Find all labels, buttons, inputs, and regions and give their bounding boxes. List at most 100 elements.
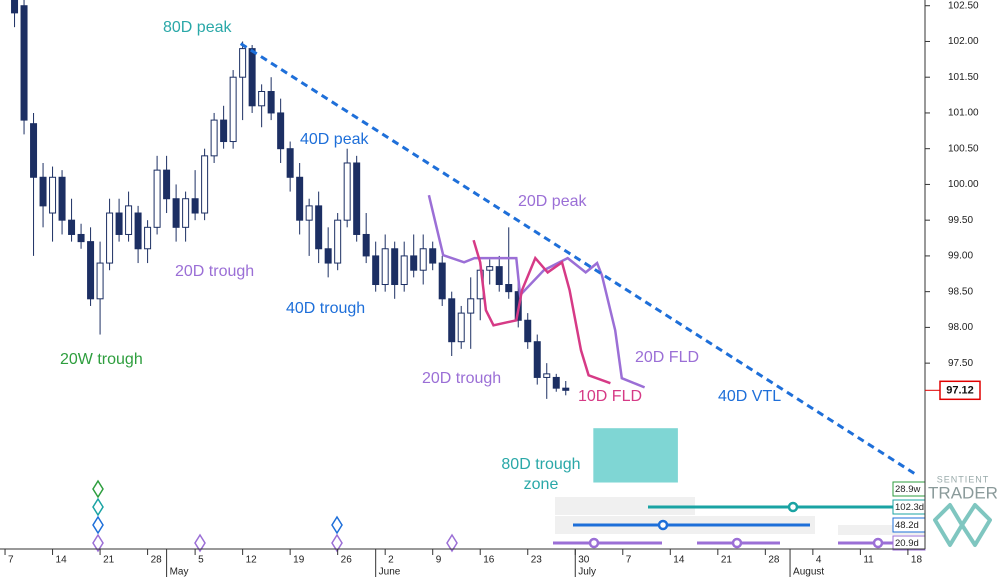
candle-body — [400, 255, 408, 286]
x-tick-label: 5 — [198, 555, 204, 566]
annotation: 20W trough — [60, 351, 143, 368]
candle-body — [505, 284, 513, 293]
candle-body — [495, 266, 503, 286]
candle-body — [210, 119, 218, 157]
candle-body — [172, 198, 180, 228]
last-price-box — [939, 380, 981, 401]
candle-body — [438, 262, 446, 300]
x-tick-label: 28 — [768, 555, 780, 566]
cycle-label: 102.3d — [895, 502, 924, 513]
cycle-diamond — [194, 533, 206, 553]
candle-body — [115, 212, 123, 235]
overlay-line — [472, 239, 611, 385]
candle-body — [391, 248, 399, 286]
cycle-label: 48.2d — [895, 520, 919, 531]
x-tick-label: 12 — [246, 555, 258, 566]
candle-body — [191, 198, 199, 214]
candle-body — [220, 119, 228, 143]
candle-body — [533, 341, 541, 378]
y-tick-label: 102.50 — [948, 0, 979, 11]
y-tick-label: 100.50 — [948, 143, 979, 154]
x-tick-label: 7 — [626, 555, 632, 566]
candle-body — [77, 233, 85, 243]
candle-body — [286, 148, 294, 178]
x-tick-label: 2 — [388, 555, 394, 566]
candle-body — [372, 255, 380, 286]
y-tick-label: 98.50 — [948, 286, 973, 297]
candle-body — [125, 205, 133, 235]
candle-body — [39, 176, 47, 207]
candle-body — [106, 212, 114, 264]
logo-mark — [933, 503, 992, 547]
overlay-line — [427, 194, 646, 389]
candle-body — [305, 205, 313, 221]
candle-body — [58, 176, 66, 221]
annotation: 20D peak — [518, 193, 587, 210]
candle-body — [96, 262, 104, 300]
annotation: 20D trough — [175, 263, 254, 280]
cycle-diamond — [331, 533, 343, 553]
candle-body — [248, 48, 256, 107]
candle-body — [429, 248, 437, 264]
cycle-diamond — [92, 479, 104, 499]
cycle-marker — [787, 501, 799, 513]
overlay-line — [239, 42, 919, 477]
logo-text: SENTIENT — [937, 474, 990, 484]
cycle-diamond — [92, 497, 104, 517]
y-tick-label: 100.00 — [948, 179, 979, 190]
y-tick-label: 99.50 — [948, 215, 973, 226]
candle-body — [324, 248, 332, 264]
x-tick-label: 21 — [103, 555, 115, 566]
overlay-label: 10D FLD — [578, 388, 642, 405]
candle-body — [239, 48, 247, 78]
x-tick-label: 11 — [863, 555, 874, 566]
y-tick-label: 101.50 — [948, 72, 979, 83]
candle-body — [153, 169, 161, 228]
cycle-diamond — [92, 533, 104, 553]
overlay-label: 20D FLD — [635, 349, 699, 366]
candle-body — [543, 373, 551, 378]
y-tick-label: 101.00 — [948, 108, 979, 119]
month-label: June — [379, 567, 401, 577]
candle-body — [343, 162, 351, 221]
cycle-marker — [731, 537, 743, 549]
x-tick-label: 23 — [531, 555, 543, 566]
candle-body — [201, 155, 209, 214]
candle-body — [334, 219, 342, 264]
y-tick-label: 99.00 — [948, 251, 973, 262]
cycle-diamond — [446, 533, 458, 553]
candle-body — [11, 0, 19, 14]
candle-body — [229, 76, 237, 143]
month-label: August — [793, 567, 824, 577]
x-tick-label: 30 — [578, 555, 590, 566]
candle-body — [315, 205, 323, 250]
cycle-label: 20.9d — [895, 538, 919, 549]
candle-body — [182, 198, 190, 228]
annotation: 40D peak — [300, 131, 369, 148]
candle-body — [467, 298, 475, 314]
overlay-label: 40D VTL — [718, 388, 781, 405]
candle-body — [381, 248, 389, 286]
candle-body — [277, 112, 285, 150]
candle-body — [448, 298, 456, 343]
cycle-marker — [657, 519, 669, 531]
zone-label: zone — [524, 476, 559, 493]
panel-bg — [838, 525, 925, 535]
candle-body — [134, 212, 142, 250]
candle-body — [87, 241, 95, 300]
y-tick-label: 97.50 — [948, 358, 973, 369]
candle-body — [552, 376, 560, 389]
annotation: 40D trough — [286, 300, 365, 317]
candle-body — [524, 319, 532, 343]
logo-text: TRADER — [928, 483, 998, 502]
candle-body — [457, 312, 465, 343]
price-axis-bg — [925, 0, 1000, 549]
cycle-marker — [588, 537, 600, 549]
candle-body — [296, 176, 304, 221]
x-tick-label: 28 — [151, 555, 163, 566]
cycle-diamond — [331, 515, 343, 535]
candle-body — [486, 266, 494, 271]
candle-body — [353, 162, 361, 235]
